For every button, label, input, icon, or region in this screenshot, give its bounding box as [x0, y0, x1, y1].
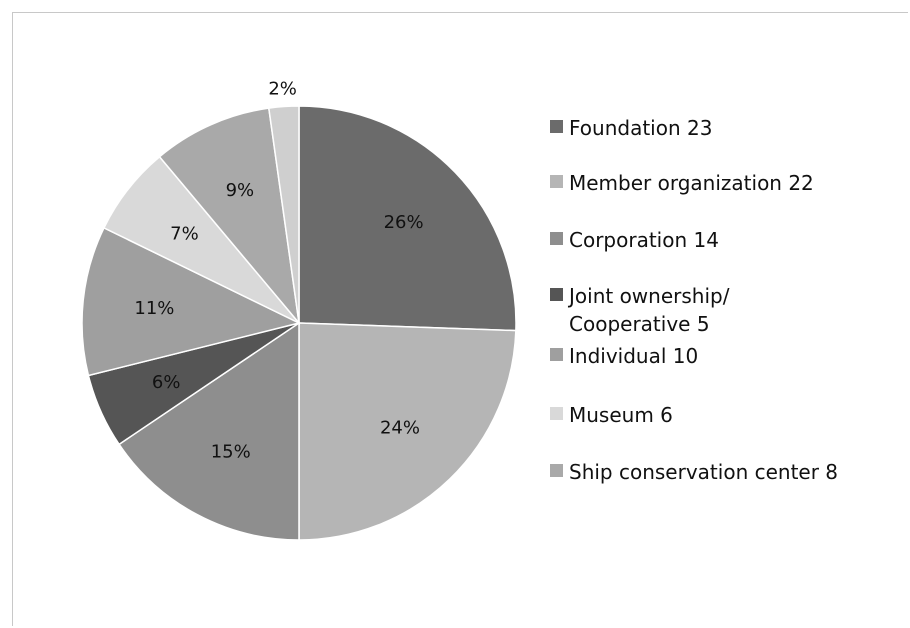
- legend-item-museum: Museum 6: [550, 401, 849, 429]
- legend-label: Foundation 23: [569, 116, 713, 140]
- legend-item-individual: Individual 10: [550, 342, 849, 370]
- legend-label: Ship conservation center 8: [569, 460, 839, 484]
- legend-label: Joint ownership/ Cooperative 5: [569, 284, 730, 336]
- slice-percent-label: 6%: [152, 372, 181, 393]
- pie-slice: [118, 321, 300, 541]
- legend-swatch: [550, 464, 563, 477]
- legend-item-member-organization: Member organization 22: [550, 169, 849, 197]
- legend-item-joint-ownership: Joint ownership/ Cooperative 5: [550, 282, 759, 338]
- slice-percent-label: 11%: [134, 298, 174, 319]
- legend-label: Museum 6: [569, 403, 673, 427]
- pie-slice: [298, 322, 517, 541]
- legend-swatch: [550, 407, 563, 420]
- legend-item-foundation: Foundation 23: [550, 114, 849, 142]
- pie-slice: [267, 105, 300, 324]
- legend-item-ship-conservation-center: Ship conservation center 8: [550, 458, 844, 486]
- legend-item-corporation: Corporation 14: [550, 226, 849, 254]
- slice-percent-label: 26%: [384, 212, 424, 233]
- legend-swatch: [550, 232, 563, 245]
- legend-swatch: [550, 175, 563, 188]
- legend: Foundation 23 Member organization 22 Cor…: [550, 0, 900, 628]
- legend-swatch: [550, 348, 563, 361]
- chart-frame: [12, 12, 908, 626]
- slice-percent-label: 24%: [380, 418, 420, 439]
- pie-slice: [158, 107, 301, 326]
- legend-label: Member organization 22: [569, 171, 814, 195]
- legend-label: Corporation 14: [569, 228, 719, 252]
- pie-slice: [81, 226, 302, 377]
- slice-percent-label: 2%: [268, 79, 297, 100]
- pie-slice: [298, 105, 517, 332]
- slice-percent-label: 7%: [170, 223, 199, 244]
- legend-label: Individual 10: [569, 344, 699, 368]
- legend-swatch: [550, 288, 563, 301]
- slice-percent-label: 15%: [211, 441, 251, 462]
- slice-percent-label: 9%: [226, 180, 255, 201]
- legend-swatch: [550, 120, 563, 133]
